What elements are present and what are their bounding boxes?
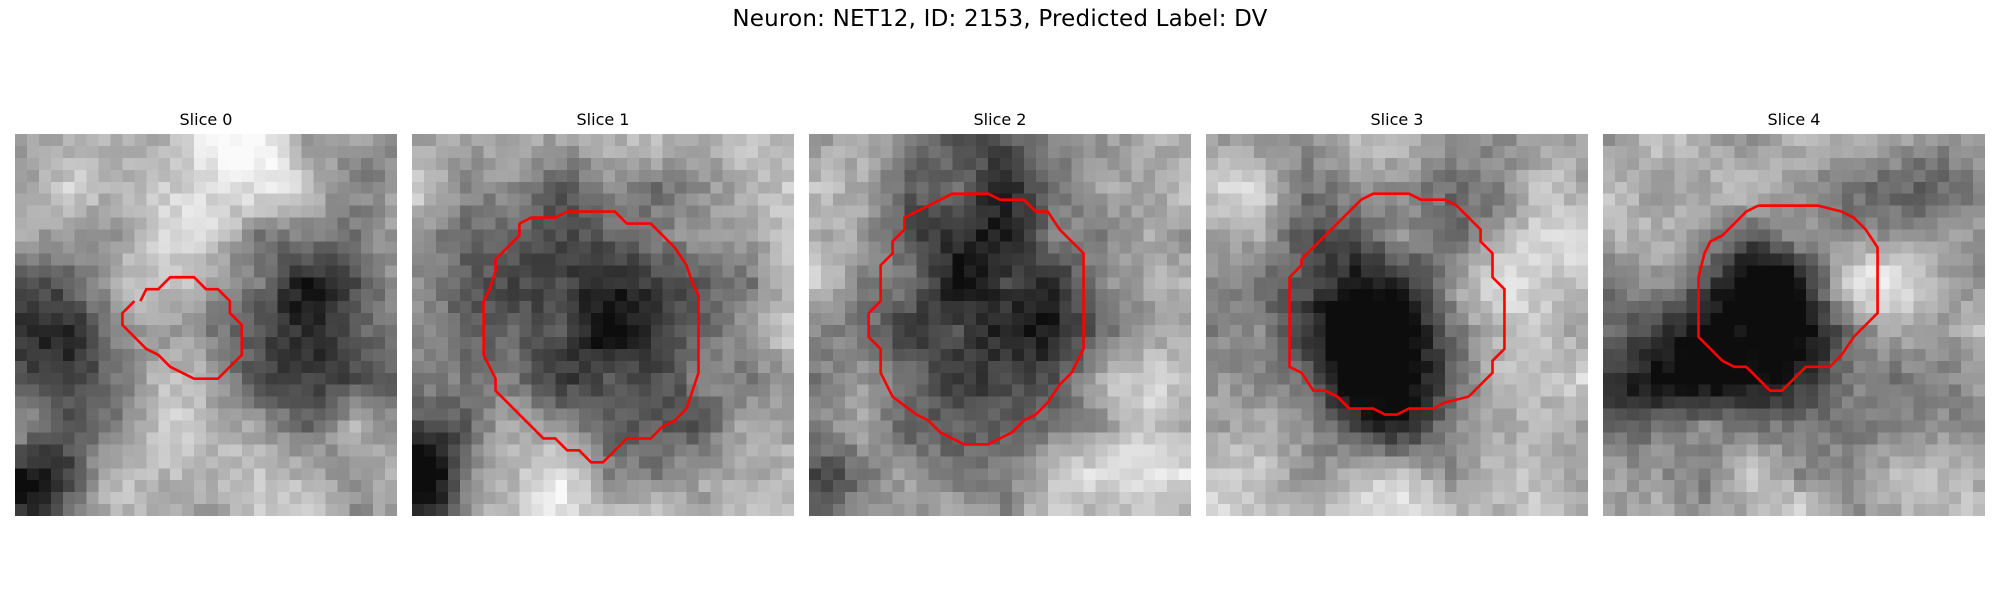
slice-image — [1206, 134, 1588, 516]
slice-panel-0: Slice 0 — [15, 108, 397, 516]
slice-image — [809, 134, 1191, 516]
roi-contour — [867, 192, 1085, 446]
slice-title: Slice 1 — [576, 110, 630, 129]
slice-panel-4: Slice 4 — [1603, 108, 1985, 516]
micrograph-pixels — [1206, 134, 1588, 516]
slice-panel-3: Slice 3 — [1206, 108, 1588, 516]
micrograph-pixels — [809, 134, 1191, 516]
slice-title: Slice 2 — [973, 110, 1027, 129]
slice-title: Slice 4 — [1767, 110, 1821, 129]
slice-image — [412, 134, 794, 516]
slice-image — [15, 134, 397, 516]
roi-contour — [121, 275, 244, 381]
slice-title: Slice 3 — [1370, 110, 1424, 129]
slice-title: Slice 0 — [179, 110, 233, 129]
slice-image — [1603, 134, 1985, 516]
figure-title: Neuron: NET12, ID: 2153, Predicted Label… — [732, 6, 1268, 32]
slice-panel-1: Slice 1 — [412, 108, 794, 516]
micrograph-pixels — [15, 134, 397, 516]
micrograph-pixels — [1603, 134, 1985, 516]
roi-contour — [482, 210, 700, 464]
micrograph-pixels — [412, 134, 794, 516]
roi-contour — [1288, 192, 1506, 416]
roi-contour — [1697, 204, 1879, 392]
slice-panel-2: Slice 2 — [809, 108, 1191, 516]
